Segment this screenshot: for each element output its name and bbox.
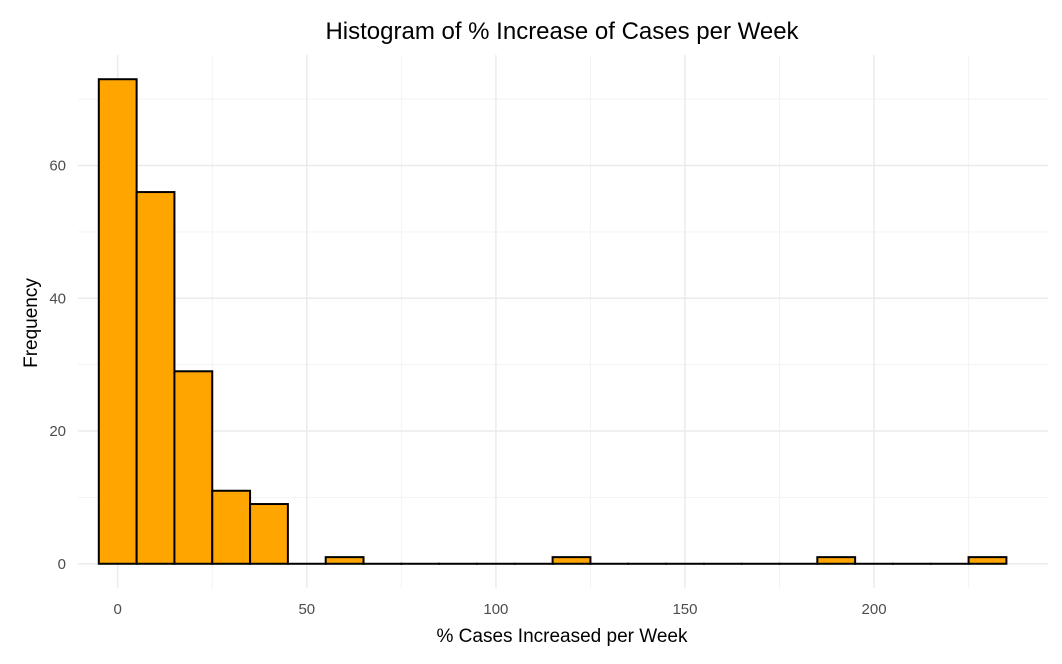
y-tick-label: 20 — [49, 423, 66, 440]
histogram-bar — [212, 491, 250, 564]
x-tick-label: 50 — [298, 601, 315, 618]
y-tick-label: 0 — [58, 556, 66, 573]
histogram-bar — [553, 557, 591, 564]
bar-layer — [99, 79, 1007, 564]
histogram-bar — [137, 192, 175, 564]
x-tick-label: 100 — [483, 601, 508, 618]
x-tick-label: 200 — [862, 601, 887, 618]
histogram-bar — [99, 79, 137, 564]
y-axis-title: Frequency — [21, 278, 42, 368]
x-tick-label: 150 — [672, 601, 697, 618]
x-tick-label: 0 — [114, 601, 122, 618]
histogram-bar — [326, 557, 364, 564]
y-tick-label: 40 — [49, 290, 66, 307]
chart-title: Histogram of % Increase of Cases per Wee… — [325, 18, 799, 45]
histogram-bar — [817, 557, 855, 564]
y-tick-label: 60 — [49, 158, 66, 175]
histogram-bar — [969, 557, 1007, 564]
histogram-bar — [250, 504, 288, 564]
histogram-bar — [174, 371, 212, 563]
x-axis-title: % Cases Increased per Week — [437, 626, 688, 647]
